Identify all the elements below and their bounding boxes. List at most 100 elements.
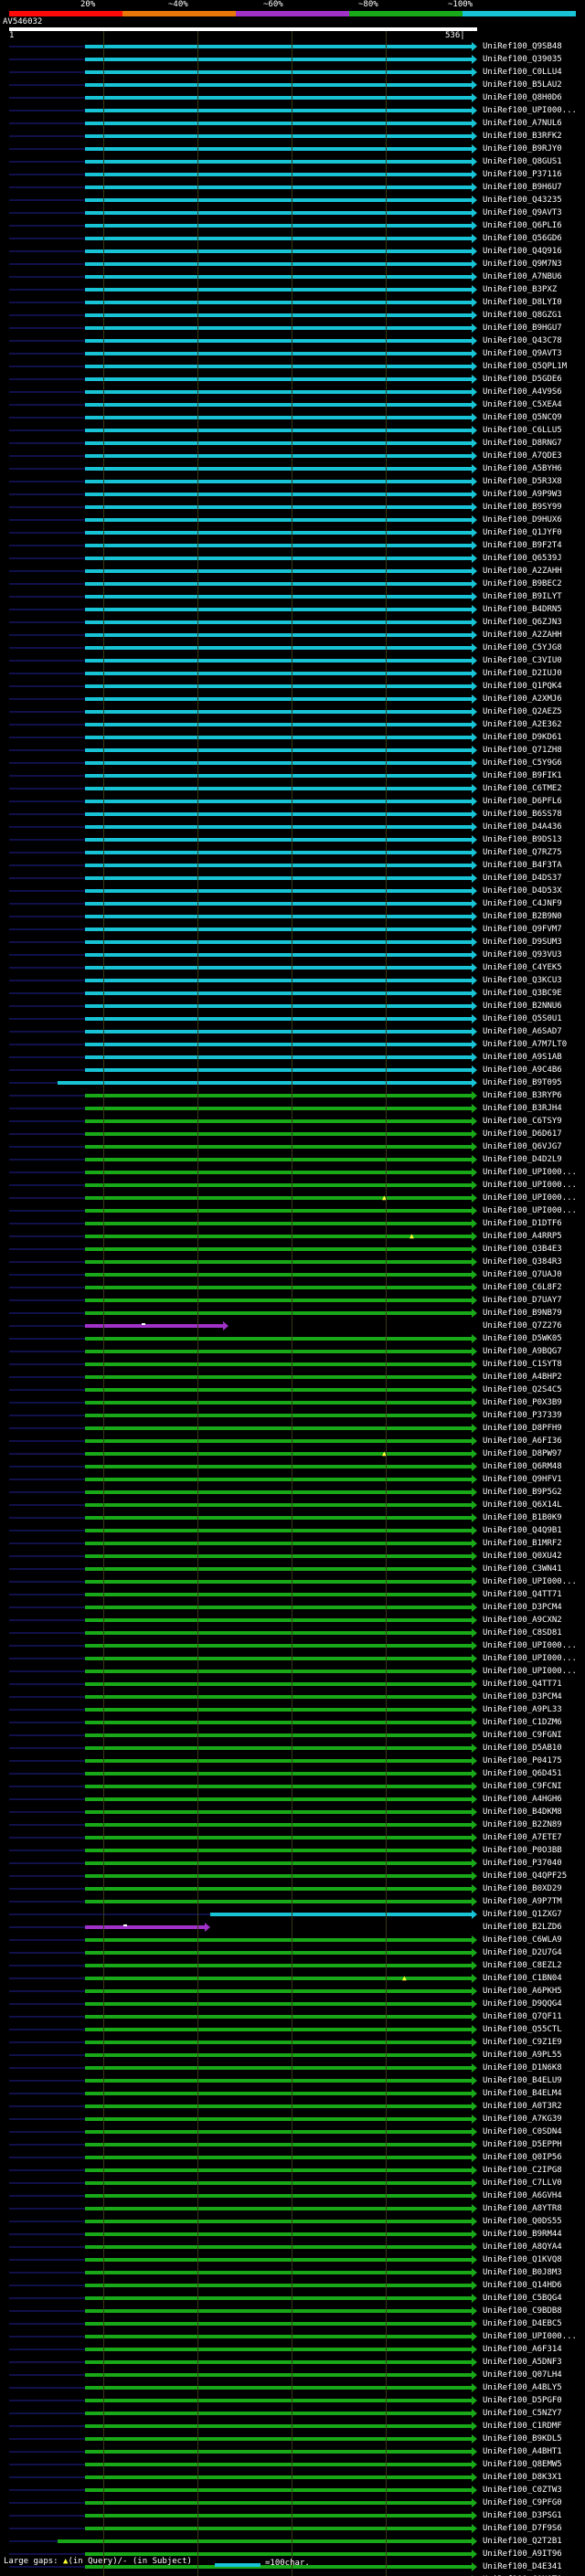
hsp-bar[interactable] bbox=[58, 1081, 472, 1085]
hit-defline-label[interactable]: UniRef100_A9PL55 bbox=[483, 2051, 562, 2060]
hsp-bar[interactable] bbox=[85, 198, 472, 202]
hit-defline-label[interactable]: UniRef100_A7QDE3 bbox=[483, 451, 562, 461]
hsp-bar[interactable] bbox=[85, 544, 472, 547]
hsp-bar[interactable] bbox=[85, 1017, 472, 1021]
hit-defline-label[interactable]: UniRef100_Q5S0U1 bbox=[483, 1014, 562, 1023]
hit-defline-label[interactable]: UniRef100_C5Y9G6 bbox=[483, 758, 562, 768]
alignment-row[interactable]: UniRef100_C8EZL2 bbox=[0, 1959, 585, 1972]
hit-defline-label[interactable]: UniRef100_B9T095 bbox=[483, 1078, 562, 1087]
hsp-bar[interactable] bbox=[85, 1490, 472, 1494]
alignment-row[interactable]: UniRef100_D1N6K8 bbox=[0, 2062, 585, 2074]
hit-defline-label[interactable]: UniRef100_UPI000... bbox=[483, 1206, 577, 1215]
hit-defline-label[interactable]: UniRef100_C3VIU0 bbox=[483, 656, 562, 665]
hit-defline-label[interactable]: UniRef100_C7LLV0 bbox=[483, 2178, 562, 2188]
hit-defline-label[interactable]: UniRef100_D9SUM3 bbox=[483, 938, 562, 947]
alignment-row[interactable]: UniRef100_A5DNF3 bbox=[0, 2356, 585, 2369]
alignment-row[interactable]: UniRef100_UPI000... bbox=[0, 104, 585, 117]
alignment-row[interactable]: UniRef100_C6TME2 bbox=[0, 782, 585, 795]
hsp-bar[interactable] bbox=[85, 2501, 472, 2505]
hsp-bar[interactable] bbox=[85, 1375, 472, 1379]
alignment-row[interactable]: UniRef100_B4DRN5 bbox=[0, 603, 585, 616]
hsp-bar[interactable] bbox=[85, 1631, 472, 1635]
hit-defline-label[interactable]: UniRef100_C3WN41 bbox=[483, 1564, 562, 1574]
hsp-bar[interactable] bbox=[85, 1183, 472, 1187]
hit-defline-label[interactable]: UniRef100_UPI000... bbox=[483, 1654, 577, 1663]
hit-defline-label[interactable]: UniRef100_A9P7TM bbox=[483, 1897, 562, 1906]
alignment-row[interactable]: UniRef100_C0LLU4 bbox=[0, 66, 585, 79]
hsp-bar[interactable] bbox=[85, 1938, 472, 1942]
hsp-bar[interactable] bbox=[85, 2041, 472, 2044]
alignment-row[interactable]: UniRef100_B3PXZ bbox=[0, 283, 585, 296]
hsp-bar[interactable] bbox=[85, 2552, 472, 2556]
alignment-row[interactable]: UniRef100_D8PFH9 bbox=[0, 1422, 585, 1435]
hit-defline-label[interactable]: UniRef100_C6L8F2 bbox=[483, 1283, 562, 1292]
hsp-bar[interactable] bbox=[85, 1606, 472, 1609]
alignment-row[interactable]: UniRef100_Q9AVT3 bbox=[0, 207, 585, 219]
hit-defline-label[interactable]: UniRef100_Q0XU42 bbox=[483, 1552, 562, 1561]
alignment-row[interactable]: UniRef100_D3PCM4 bbox=[0, 1691, 585, 1703]
hsp-bar[interactable] bbox=[85, 2514, 472, 2518]
hsp-bar[interactable] bbox=[85, 1145, 472, 1149]
hit-defline-label[interactable]: UniRef100_Q4QPF25 bbox=[483, 1871, 568, 1881]
hsp-bar[interactable] bbox=[85, 633, 472, 637]
hit-defline-label[interactable]: UniRef100_Q5QPL1M bbox=[483, 362, 568, 371]
hsp-bar[interactable] bbox=[85, 1196, 472, 1200]
alignment-row[interactable]: UniRef100_C3VIU0 bbox=[0, 654, 585, 667]
hsp-bar[interactable] bbox=[85, 748, 472, 752]
alignment-row[interactable]: UniRef100_A6FI36 bbox=[0, 1435, 585, 1447]
hit-defline-label[interactable]: UniRef100_A4HGH6 bbox=[483, 1795, 562, 1804]
hit-defline-label[interactable]: UniRef100_C6LLU5 bbox=[483, 426, 562, 435]
hit-defline-label[interactable]: UniRef100_B3RFK2 bbox=[483, 132, 562, 141]
hsp-bar[interactable] bbox=[85, 1350, 472, 1353]
hit-defline-label[interactable]: UniRef100_P0O3BB bbox=[483, 1846, 562, 1855]
alignment-row[interactable]: UniRef100_A9IT96 bbox=[0, 2548, 585, 2560]
hsp-bar[interactable] bbox=[85, 1107, 472, 1110]
alignment-row[interactable]: UniRef100_C5NZY7 bbox=[0, 2407, 585, 2420]
hit-defline-label[interactable]: UniRef100_C5XEA4 bbox=[483, 400, 562, 409]
alignment-row[interactable]: UniRef100_D5R3X8 bbox=[0, 475, 585, 488]
hsp-bar[interactable] bbox=[85, 1644, 472, 1648]
hsp-bar[interactable] bbox=[85, 1452, 472, 1456]
alignment-row[interactable]: UniRef100_Q39035 bbox=[0, 53, 585, 66]
hit-defline-label[interactable]: UniRef100_A7NBU6 bbox=[483, 272, 562, 281]
alignment-row[interactable]: UniRef100_D5EPPH bbox=[0, 2138, 585, 2151]
alignment-row[interactable]: UniRef100_UPI000... bbox=[0, 1665, 585, 1678]
hit-defline-label[interactable]: UniRef100_Q9HFV1 bbox=[483, 1475, 562, 1484]
alignment-row[interactable]: UniRef100_A9PL55 bbox=[0, 2049, 585, 2062]
alignment-row[interactable]: UniRef100_A9CXN2 bbox=[0, 1614, 585, 1627]
hsp-bar[interactable] bbox=[85, 2475, 472, 2479]
hit-defline-label[interactable]: UniRef100_B5LAU2 bbox=[483, 80, 562, 90]
hit-defline-label[interactable]: UniRef100_B2LZD6 bbox=[483, 1923, 562, 1932]
hit-defline-label[interactable]: UniRef100_C0LLU4 bbox=[483, 68, 562, 77]
alignment-row[interactable]: UniRef100_A0T3R2 bbox=[0, 2100, 585, 2113]
hit-defline-label[interactable]: UniRef100_Q8EMW5 bbox=[483, 2460, 562, 2469]
hit-defline-label[interactable]: UniRef100_P37116 bbox=[483, 170, 562, 179]
hit-defline-label[interactable]: UniRef100_Q07LH4 bbox=[483, 2370, 562, 2380]
alignment-row[interactable]: UniRef100_B3RJH4 bbox=[0, 1102, 585, 1115]
hit-defline-label[interactable]: UniRef100_Q43235 bbox=[483, 196, 562, 205]
alignment-row[interactable]: UniRef100_B9NB79 bbox=[0, 1307, 585, 1320]
alignment-row[interactable]: UniRef100_B9BEC2 bbox=[0, 578, 585, 590]
hsp-bar[interactable] bbox=[85, 953, 472, 957]
alignment-row[interactable]: UniRef100_B9SY99 bbox=[0, 501, 585, 514]
hit-defline-label[interactable]: UniRef100_D5WK05 bbox=[483, 1334, 562, 1343]
hsp-bar[interactable] bbox=[85, 915, 472, 918]
hit-defline-label[interactable]: UniRef100_A4RRP5 bbox=[483, 1232, 562, 1241]
hsp-bar[interactable] bbox=[85, 1900, 472, 1903]
hit-defline-label[interactable]: UniRef100_B9ILYT bbox=[483, 592, 562, 601]
hit-defline-label[interactable]: UniRef100_D1N6K8 bbox=[483, 2063, 562, 2072]
alignment-row[interactable]: UniRef100_Q43C78 bbox=[0, 334, 585, 347]
alignment-row[interactable]: UniRef100_A7ETE7 bbox=[0, 1831, 585, 1844]
hsp-bar[interactable] bbox=[85, 224, 472, 228]
alignment-row[interactable]: UniRef100_B9RM44 bbox=[0, 2228, 585, 2241]
alignment-row[interactable]: UniRef100_Q6D451 bbox=[0, 1767, 585, 1780]
hit-defline-label[interactable]: UniRef100_Q7Z276 bbox=[483, 1321, 562, 1330]
hit-defline-label[interactable]: UniRef100_C1SYT8 bbox=[483, 1360, 562, 1369]
hit-defline-label[interactable]: UniRef100_Q5NCQ9 bbox=[483, 413, 562, 422]
hsp-bar[interactable] bbox=[85, 160, 472, 164]
hit-defline-label[interactable]: UniRef100_D4E341 bbox=[483, 2562, 562, 2571]
hsp-bar[interactable] bbox=[85, 1465, 472, 1468]
hit-defline-label[interactable]: UniRef100_A7NUL6 bbox=[483, 119, 562, 128]
hsp-bar[interactable] bbox=[85, 595, 472, 599]
hit-defline-label[interactable]: UniRef100_D4DS37 bbox=[483, 874, 562, 883]
